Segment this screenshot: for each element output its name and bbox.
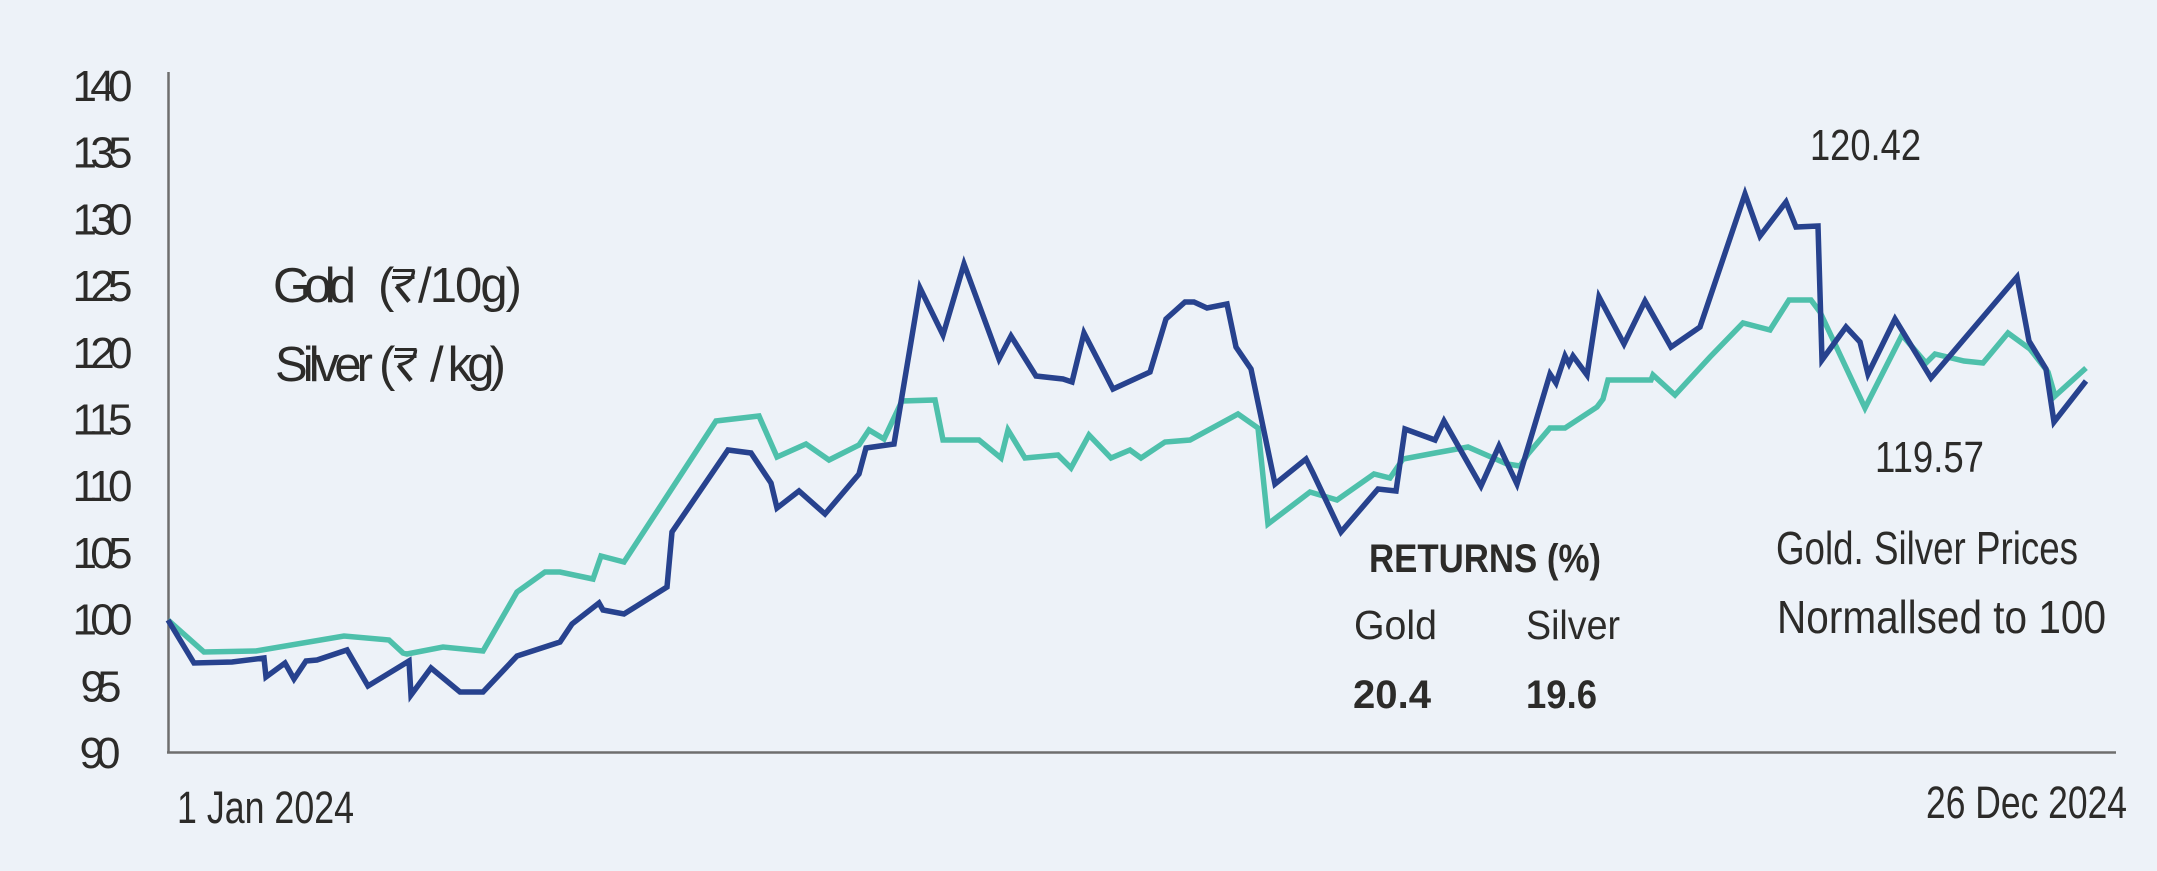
svg-text:Gold. Silver Prices: Gold. Silver Prices	[1776, 522, 2078, 574]
svg-text:130: 130	[73, 195, 133, 244]
svg-text:19.6: 19.6	[1526, 673, 1597, 717]
svg-text:100: 100	[73, 596, 133, 645]
svg-text:Gold: Gold	[273, 259, 356, 313]
svg-text:90: 90	[80, 729, 121, 778]
svg-text:Silver: Silver	[275, 338, 373, 392]
svg-text:125: 125	[73, 262, 133, 311]
svg-text:20.4: 20.4	[1353, 673, 1431, 717]
svg-text:119.57: 119.57	[1875, 433, 1984, 482]
svg-text:/ kg): / kg)	[430, 338, 506, 392]
svg-text:RETURNS (%): RETURNS (%)	[1369, 537, 1601, 581]
svg-text:Silver: Silver	[1526, 602, 1620, 648]
svg-text:95: 95	[81, 662, 122, 711]
svg-text:1 Jan 2024: 1 Jan 2024	[177, 782, 354, 833]
svg-text:105: 105	[73, 529, 133, 578]
svg-text:120.42: 120.42	[1810, 121, 1921, 170]
svg-text:26 Dec 2024: 26 Dec 2024	[1926, 777, 2127, 828]
svg-text:120: 120	[73, 329, 133, 378]
svg-text:/10g): /10g)	[418, 259, 522, 313]
svg-text:135: 135	[73, 129, 133, 178]
svg-text:140: 140	[73, 62, 133, 111]
svg-text:110: 110	[73, 462, 133, 511]
svg-text:(: (	[379, 338, 396, 392]
svg-text:Normallsed to 100: Normallsed to 100	[1777, 591, 2106, 643]
svg-text:115: 115	[73, 396, 133, 445]
svg-text:(: (	[378, 259, 395, 313]
svg-text:Gold: Gold	[1354, 602, 1437, 648]
